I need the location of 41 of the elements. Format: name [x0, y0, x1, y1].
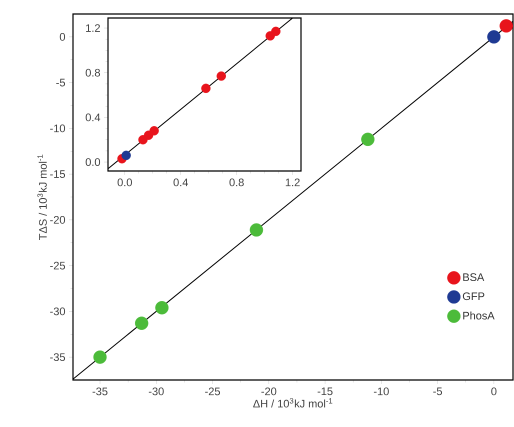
- y-axis-title: TΔS / 10$^{3}$kJ mol$^{-1}$: [37, 154, 47, 240]
- point: [149, 126, 159, 136]
- legend-label: PhosA: [463, 311, 495, 320]
- point: [93, 350, 107, 364]
- point: [271, 26, 281, 36]
- point: [122, 150, 131, 160]
- point: [201, 84, 211, 94]
- x-tick-label: 0: [491, 388, 496, 396]
- point: [250, 223, 264, 237]
- x-tick-label: -5: [433, 388, 442, 396]
- y-tick-label: -20: [50, 216, 66, 224]
- point: [500, 19, 513, 33]
- point: [361, 132, 375, 146]
- x-tick-label: -35: [92, 388, 108, 396]
- y-tick-label: -35: [50, 353, 66, 362]
- x-tick-label: 0.8: [229, 178, 244, 186]
- x-tick-label: -30: [148, 388, 164, 396]
- x-tick-label: 1.2: [286, 178, 300, 186]
- y-tick-label: -30: [50, 308, 66, 316]
- x-tick-label: -20: [261, 388, 276, 396]
- x-tick-label: -25: [205, 388, 220, 396]
- y-tick-label: 1.2: [86, 24, 100, 32]
- x-tick-label: -10: [374, 388, 389, 396]
- y-tick-label: -25: [50, 262, 66, 270]
- x-axis-title: ΔH / 10$^{3}$kJ mol$^{-1}$: [253, 398, 332, 408]
- y-tick-label: -5: [56, 78, 66, 86]
- x-tick-label: -15: [318, 388, 333, 396]
- y-tick-label: -15: [50, 170, 66, 178]
- point: [134, 316, 148, 330]
- x-tick-label: 0.0: [118, 178, 132, 186]
- y-tick-label: 0.4: [86, 114, 100, 122]
- point: [487, 30, 501, 44]
- y-tick-label: 0.0: [86, 158, 100, 166]
- y-tick-label: -10: [50, 124, 66, 132]
- legend-label: GFP: [462, 292, 484, 300]
- point: [216, 71, 226, 81]
- y-tick-label: 0: [60, 33, 66, 41]
- y-tick-label: 0.8: [86, 68, 100, 77]
- point: [155, 301, 169, 314]
- x-tick-label: 0.4: [174, 178, 188, 186]
- legend-label: BSA: [463, 273, 484, 282]
